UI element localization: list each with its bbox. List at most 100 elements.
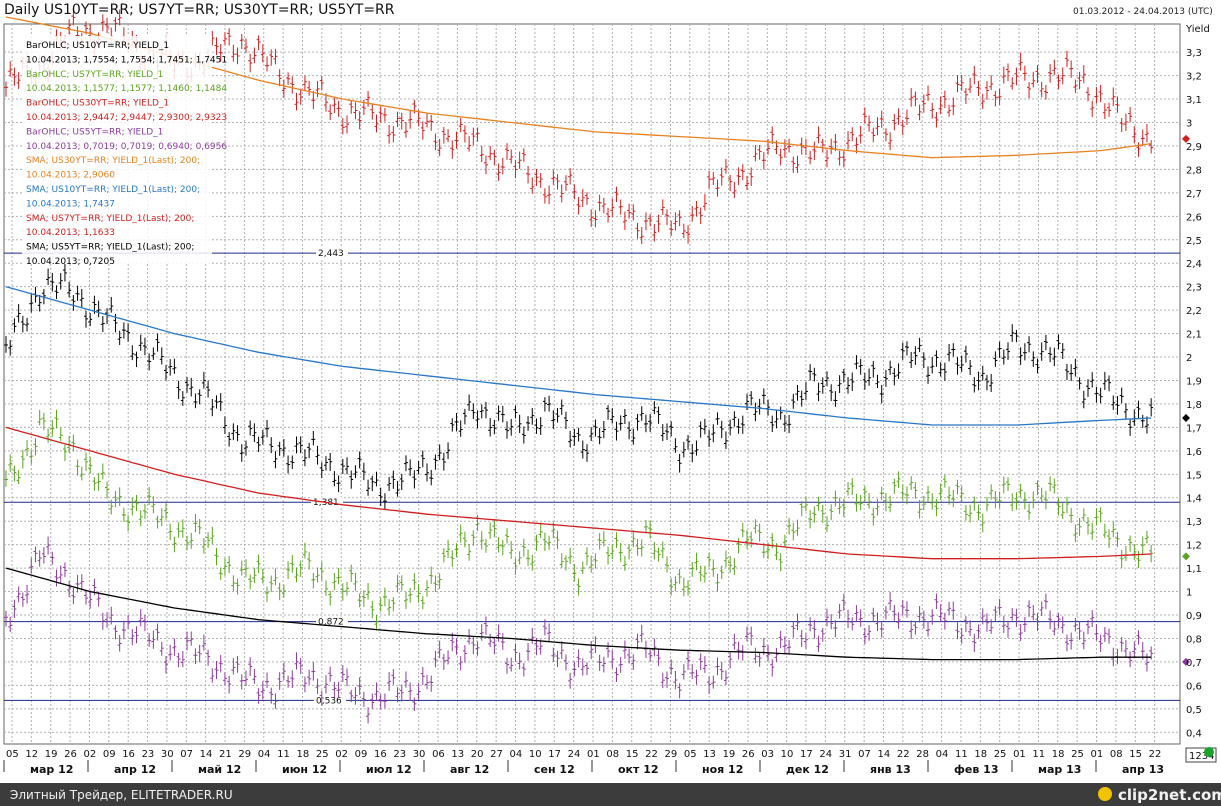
- ohlc-bar: [585, 662, 589, 676]
- ohlc-bar: [138, 609, 143, 627]
- ohlc-bar: [349, 100, 354, 114]
- ohlc-bar: [660, 424, 665, 442]
- ohlc-bar: [913, 91, 918, 107]
- ohlc-bar: [883, 493, 888, 512]
- ohlc-bar: [787, 138, 792, 153]
- x-tick-label: 24: [819, 749, 832, 760]
- x-tick-label: 05: [684, 749, 697, 760]
- ohlc-bar: [462, 125, 467, 143]
- ohlc-bar: [820, 138, 825, 153]
- ohlc-bar: [892, 368, 897, 386]
- ohlc-bar: [698, 653, 703, 670]
- ohlc-bar: [1123, 403, 1128, 419]
- ohlc-bar: [492, 519, 497, 538]
- legend-entry: SMA; US5YT=RR; YIELD_1(Last); 200;: [26, 243, 194, 253]
- ohlc-bar: [505, 143, 510, 160]
- ohlc-bar: [728, 419, 733, 436]
- ohlc-bar: [610, 408, 615, 424]
- ohlc-bar: [770, 659, 775, 677]
- legend-entry: BarOHLC; US5YT=RR; YIELD_1: [26, 127, 163, 137]
- month-label: май 12: [198, 763, 241, 776]
- ohlc-bar: [694, 552, 699, 571]
- ohlc-bar: [1014, 492, 1019, 510]
- ohlc-bar: [83, 310, 88, 328]
- ohlc-bar: [189, 631, 194, 646]
- ohlc-bar: [273, 693, 278, 709]
- ohlc-bar: [33, 546, 38, 563]
- ohlc-bar: [277, 69, 282, 87]
- ohlc-bar: [1073, 358, 1078, 377]
- ohlc-bar: [934, 112, 939, 128]
- ohlc-bar: [1039, 342, 1044, 361]
- ohlc-bar: [345, 115, 350, 134]
- y-tick-label: 3,2: [1186, 72, 1202, 83]
- ohlc-bar: [467, 544, 472, 561]
- ohlc-bar: [669, 578, 674, 596]
- ohlc-bar: [1123, 640, 1128, 658]
- level-label: 2,443: [318, 249, 344, 259]
- ohlc-bar: [1064, 496, 1069, 514]
- ohlc-bar: [441, 126, 446, 144]
- ohlc-bar: [850, 617, 855, 631]
- ohlc-bar: [206, 532, 211, 548]
- ohlc-bar: [1035, 480, 1040, 496]
- ohlc-bar: [833, 133, 838, 152]
- x-tick-label: 07: [180, 749, 193, 760]
- x-tick-label: 16: [122, 749, 135, 760]
- ohlc-bar: [227, 555, 232, 574]
- ohlc-bar: [677, 210, 682, 227]
- ohlc-bar: [875, 612, 880, 631]
- horizontal-levels: 2,443 1,381 0,872 0,536: [4, 248, 1180, 706]
- ohlc-bar: [8, 61, 13, 77]
- ohlc-bar: [888, 495, 893, 513]
- ohlc-bar: [568, 672, 573, 689]
- x-tick-label: 18: [1052, 749, 1065, 760]
- ohlc-bar: [290, 76, 295, 94]
- ohlc-bar: [222, 416, 227, 435]
- ohlc-bar: [475, 127, 480, 142]
- ohlc-bar: [353, 572, 358, 591]
- ohlc-bar: [542, 188, 547, 204]
- ohlc-bar: [934, 593, 939, 610]
- ohlc-bar: [298, 436, 303, 454]
- legend-entry: 10.04.2013; 1,1633: [26, 228, 115, 238]
- grid: [3, 23, 1181, 745]
- ohlc-bar: [96, 591, 101, 607]
- ohlc-bar: [1052, 478, 1057, 494]
- ohlc-bar: [715, 179, 720, 197]
- ohlc-bar: [256, 436, 261, 453]
- ohlc-bar: [698, 565, 703, 582]
- ohlc-bar: [454, 131, 459, 149]
- x-tick-label: 11: [277, 749, 290, 760]
- ohlc-bar: [361, 691, 366, 707]
- legend-entry: BarOHLC; US7YT=RR; YIELD_1: [26, 70, 163, 80]
- ohlc-bar: [580, 561, 585, 575]
- ohlc-bar: [1048, 64, 1053, 83]
- x-tick-label: 24: [568, 749, 581, 760]
- ohlc-bar: [538, 417, 543, 435]
- ohlc-bar: [1119, 636, 1124, 652]
- ohlc-bar: [425, 463, 430, 482]
- ohlc-bar: [349, 470, 354, 489]
- ohlc-bar: [858, 609, 863, 627]
- ohlc-bar: [774, 647, 779, 662]
- ohlc-bar: [1010, 608, 1015, 621]
- ohlc-bar: [294, 567, 299, 583]
- ohlc-bar: [1132, 126, 1137, 144]
- ohlc-bar: [437, 640, 442, 659]
- ohlc-bar: [1069, 632, 1074, 650]
- ohlc-bar: [993, 90, 998, 107]
- ohlc-bar: [648, 214, 653, 227]
- ohlc-bar: [938, 362, 943, 377]
- ohlc-bar: [841, 593, 846, 611]
- x-tick-label: 19: [723, 749, 736, 760]
- ohlc-bar: [1102, 626, 1107, 642]
- ohlc-bar: [955, 622, 960, 640]
- ohlc-bar: [656, 406, 661, 424]
- ohlc-bar: [302, 676, 307, 693]
- ohlc-bar: [403, 591, 408, 610]
- ohlc-bar: [462, 645, 467, 663]
- ohlc-bar: [260, 429, 265, 445]
- ohlc-bar: [606, 405, 611, 420]
- ohlc-bar: [648, 520, 653, 539]
